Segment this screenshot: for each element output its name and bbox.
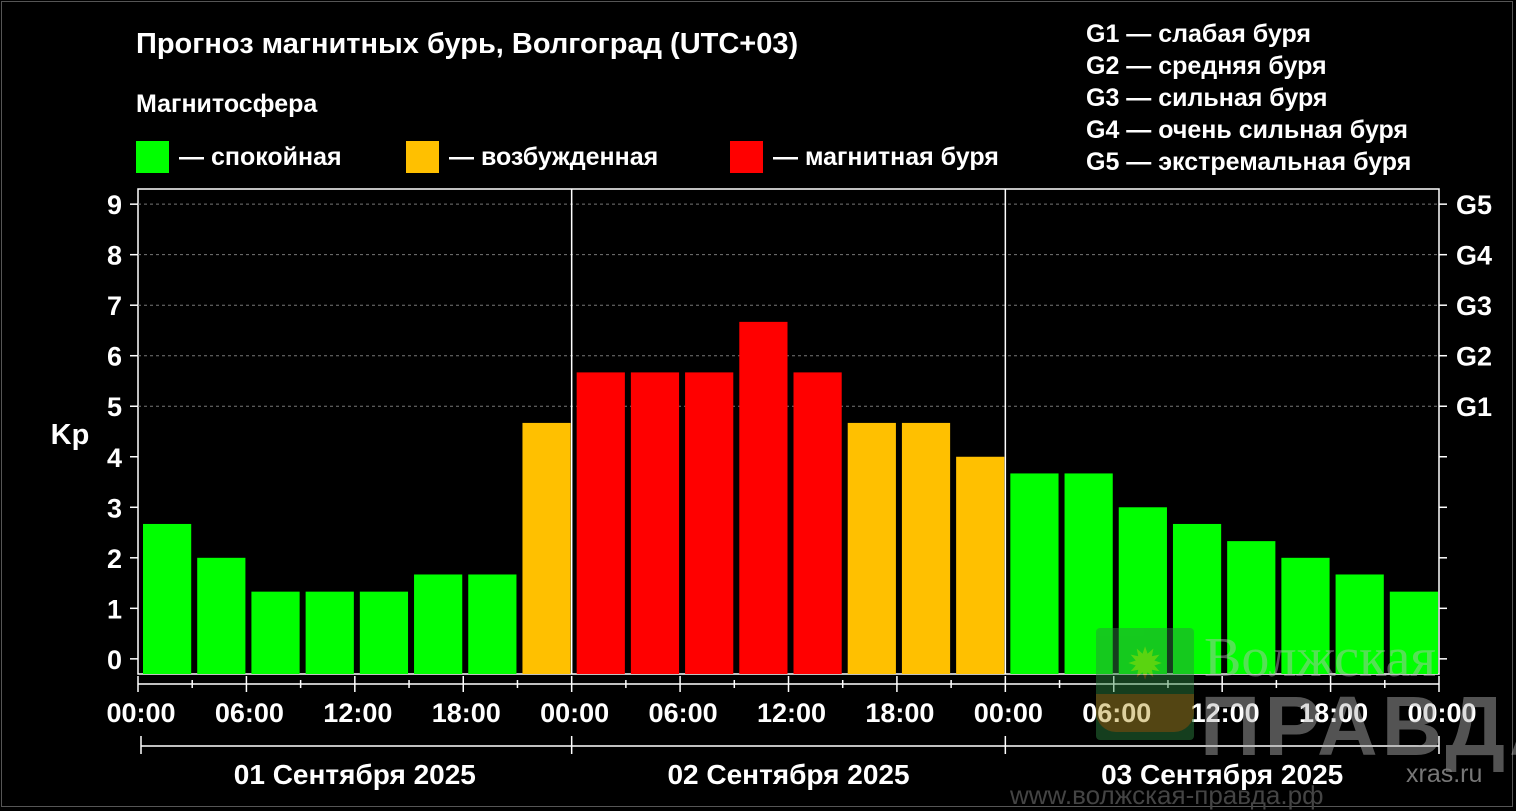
y-tick-label: 1 [107,594,122,624]
kp-bar [359,591,409,674]
y-tick-label: 2 [107,544,122,574]
x-tick-label: 12:00 [757,698,826,728]
y-tick-label: 3 [107,493,122,523]
g-legend-g1: G1 — слабая буря [1086,20,1312,48]
x-tick-label: 00:00 [1407,698,1476,728]
y-tick-label: 7 [107,291,122,321]
x-tick-label: 18:00 [865,698,934,728]
kp-bar [1064,473,1113,674]
y-tick-label: 0 [107,645,122,675]
kp-bar [901,422,951,674]
day-label: 02 Сентября 2025 [667,759,909,790]
legend-item-quiet: — спокойная [136,140,342,174]
kp-bar [793,372,842,674]
kp-bar [468,574,517,674]
legend-swatch-active [406,141,439,173]
legend-item-active: — возбужденная [406,140,658,174]
kp-bar [251,591,300,674]
day-label: 01 Сентября 2025 [234,759,476,790]
kp-bar [956,456,1005,674]
kp-bar [1389,591,1438,674]
g-scale-label: G2 [1456,342,1492,372]
x-tick-label: 00:00 [106,698,175,728]
g-legend-g5: G5 — экстремальная буря [1086,148,1412,176]
kp-bar [1335,574,1384,674]
source-site-label: xras.ru [1406,760,1483,788]
x-tick-label: 06:00 [649,698,718,728]
legend-swatch-storm [730,141,763,173]
x-tick-label: 06:00 [1082,698,1151,728]
g-legend-g3: G3 — сильная буря [1086,84,1328,112]
g-scale-label: G5 [1456,190,1492,220]
kp-bar [630,372,680,674]
kp-bar [522,422,571,674]
x-tick-label: 18:00 [1299,698,1368,728]
kp-bar [305,591,354,674]
kp-bar [143,523,192,674]
kp-bar [414,574,463,674]
x-tick-label: 12:00 [323,698,392,728]
x-tick-label: 12:00 [1191,698,1260,728]
y-tick-label: 6 [107,342,122,372]
kp-bar [197,557,246,674]
g-scale-label: G1 [1456,392,1492,422]
chart-title: Прогноз магнитных бурь, Волгоград (UTC+0… [136,28,799,60]
y-tick-label: 4 [107,443,122,473]
x-tick-label: 00:00 [974,698,1043,728]
watermark-site: www.волжская-правда.рф [1010,780,1324,810]
kp-bar [576,372,625,674]
kp-bar [1227,541,1276,674]
g-legend-g4: G4 — очень сильная буря [1086,116,1408,144]
y-tick-label: 5 [107,392,122,422]
legend-label-quiet: — спокойная [179,142,342,171]
legend-item-storm: — магнитная буря [730,140,999,174]
magnetosphere-heading: Магнитосфера [136,90,318,118]
y-tick-label: 8 [107,241,122,271]
legend-label-storm: — магнитная буря [773,142,999,171]
g-scale-label: G3 [1456,291,1492,321]
kp-bar [847,422,896,674]
x-tick-label: 00:00 [540,698,609,728]
kp-bar [1010,473,1059,674]
day-label: 03 Сентября 2025 [1101,759,1343,790]
x-tick-label: 06:00 [215,698,284,728]
x-tick-label: 18:00 [432,698,501,728]
kp-bar [1172,523,1222,674]
g-legend-g2: G2 — средняя буря [1086,52,1327,80]
y-axis-label: Kp [51,419,90,451]
legend-label-active: — возбужденная [449,142,659,171]
g-scale-label: G4 [1456,241,1492,271]
legend-swatch-quiet [136,141,169,173]
kp-bar [685,372,734,674]
plot-area [137,188,1440,675]
y-tick-label: 9 [107,190,122,220]
kp-bar [1118,507,1167,674]
kp-bar [739,321,788,674]
kp-bar [1281,557,1330,674]
g-scale-legend: G1 — слабая буря G2 — средняя буря G3 — … [1086,18,1411,178]
